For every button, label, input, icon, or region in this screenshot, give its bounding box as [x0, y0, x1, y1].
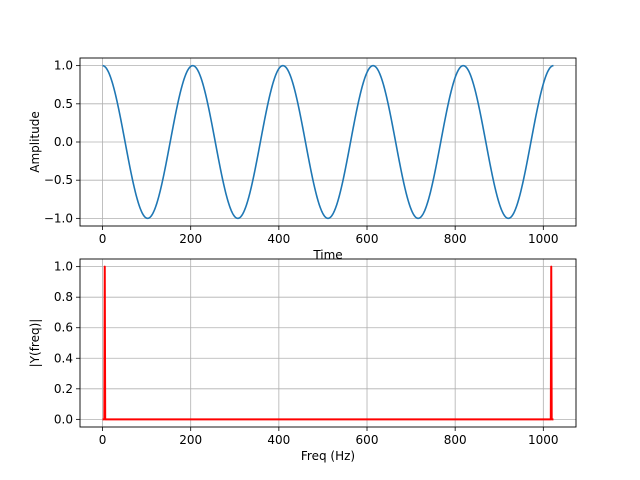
bottom-x-tick-label: 0 [99, 433, 107, 447]
top-x-tick-label: 0 [99, 232, 107, 246]
top-y-tick-label: 1.0 [54, 59, 73, 73]
bottom-x-tick-label: 600 [356, 433, 379, 447]
bottom-x-tick-label: 200 [179, 433, 202, 447]
top-x-tick-label: 400 [267, 232, 290, 246]
bottom-y-tick-label: 0.4 [54, 351, 73, 365]
bottom-y-tick-label: 0.8 [54, 290, 73, 304]
top-x-tick-label: 1000 [528, 232, 559, 246]
bottom-axes-frame [79, 258, 577, 428]
top-y-tick-label: −1.0 [44, 211, 73, 225]
bottom-y-tick-label: 0.2 [54, 382, 73, 396]
bottom-y-tick-label: 0.0 [54, 412, 73, 426]
top-x-tick-label: 600 [356, 232, 379, 246]
time-domain-plot: 0 200 400 600 800 1000 −1.0 −0.5 0.0 0.5 1.0 Time Am… [28, 57, 577, 262]
bottom-x-tick-label: 400 [267, 433, 290, 447]
bottom-y-tick-label: 0.6 [54, 321, 73, 335]
bottom-x-tick-label: 800 [444, 433, 467, 447]
top-y-tick-label: 0.0 [54, 135, 73, 149]
bottom-x-axis-label: Freq (Hz) [301, 449, 355, 463]
top-y-axis-label: Amplitude [28, 111, 42, 173]
frequency-domain-plot: 0 200 400 600 800 1000 0.0 0.2 0.4 0.6 0.8 1.0 Freq … [28, 258, 577, 463]
top-y-tick-label: 0.5 [54, 97, 73, 111]
top-x-tick-label: 800 [444, 232, 467, 246]
top-series-line-0 [102, 64, 554, 220]
bottom-y-tick-label: 1.0 [54, 260, 73, 274]
bottom-y-axis-label: |Y(freq)| [28, 319, 42, 368]
top-x-tick-label: 200 [179, 232, 202, 246]
bottom-x-tick-label: 1000 [528, 433, 559, 447]
top-x-axis-label: Time [312, 248, 342, 262]
bottom-series-line-0 [102, 265, 554, 421]
top-y-tick-label: −0.5 [44, 173, 73, 187]
